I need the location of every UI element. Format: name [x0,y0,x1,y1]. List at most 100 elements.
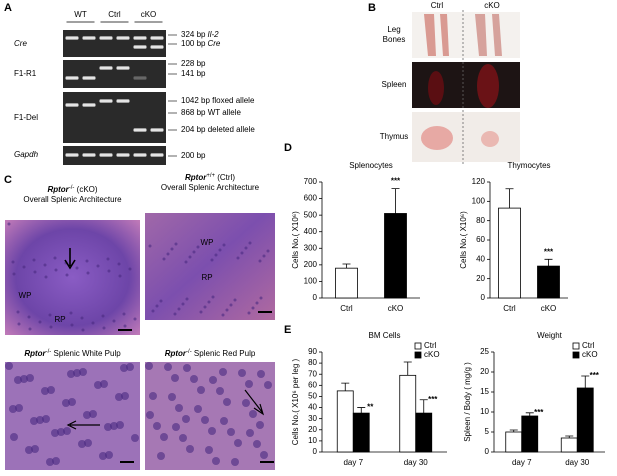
nucleus [194,405,202,413]
size-marker-label: 141 bp [181,69,206,78]
nucleus [121,392,129,400]
gel-band [133,128,147,132]
size: 228 bp [181,59,206,68]
nucleus [262,254,266,258]
spleen [477,64,499,108]
nucleus [255,301,259,305]
caption-note: (Ctrl) [215,173,235,182]
nucleus [173,312,177,316]
region-label: WP [201,238,214,247]
gel-band [82,103,96,107]
nucleus [20,375,28,383]
nucleus [159,299,163,303]
nucleus [214,253,218,257]
gel-band [65,36,79,40]
nucleus [105,451,113,459]
bar [521,415,539,453]
significance: *** [590,371,600,380]
nucleus [266,249,270,253]
nucleus [209,376,217,384]
nucleus [86,271,90,275]
y-tick-label: 0 [313,293,318,302]
size-marker-label: 868 bp WT allele [181,108,241,117]
nucleus [28,327,32,331]
y-tick-label: 60 [476,235,485,244]
nucleus [192,250,196,254]
nucleus [57,428,65,436]
gene: Rptor [185,173,207,182]
nucleus [73,369,81,377]
y-tick-label: 50 [308,392,317,401]
significance: *** [534,408,544,417]
row-label: Spleen [382,80,407,89]
nucleus [201,416,209,424]
error-bar [403,361,412,376]
micrograph [5,220,140,335]
nucleus [101,314,105,318]
nucleus [32,258,36,262]
error-bar [341,382,350,391]
chart-title: BM Cells [368,331,400,340]
nucleus [67,370,75,378]
nucleus [94,381,102,389]
nucleus [242,399,250,407]
error-bar [391,188,400,214]
nucleus [22,265,26,269]
bar [498,207,521,299]
image-caption: Overall Splenic Architecture [23,195,122,204]
caption-note: (cKO) [74,185,97,194]
nucleus [81,328,85,332]
bar [352,412,370,453]
nucleus [9,405,17,413]
nucleus [102,326,106,330]
bar [537,265,560,299]
error-bar [419,399,428,414]
nucleus [196,245,200,249]
nucleus [248,241,252,245]
gel-band [150,153,164,157]
nucleus [120,364,128,372]
column-label: cKO [484,1,500,10]
nucleus [256,421,264,429]
y-tick-label: 0 [313,447,318,456]
nucleus [85,259,89,263]
nucleus [112,319,116,323]
nucleus [65,273,69,277]
nucleus [7,222,11,226]
gene: Cre [207,39,220,48]
nucleus [179,434,187,442]
caption-note: Splenic Red Pulp [192,349,256,358]
panel-letter: E [284,324,291,336]
legend-label: Ctrl [424,341,437,350]
y-tick-label: 20 [480,367,489,376]
nucleus [208,427,216,435]
nucleus [133,317,137,321]
nucleus [26,374,34,382]
nucleus [53,256,57,260]
gel-row-label: Cre [14,39,27,48]
gel-band [133,36,147,40]
nucleus [78,440,86,448]
x-tick-label: day 7 [343,458,363,467]
nucleus [183,364,191,372]
nucleus [62,399,70,407]
genotype: -/- [186,349,192,355]
gel-band [82,36,96,40]
nucleus [234,439,242,447]
nucleus [91,321,95,325]
nucleus [153,422,161,430]
legend-label: cKO [424,350,440,359]
size-marker-label: 200 bp [181,151,206,160]
gene: Il-2 [207,30,219,39]
nucleus [10,433,18,441]
nucleus [14,376,22,384]
group-label: WT [74,10,87,19]
y-tick-label: 300 [304,243,318,252]
nucleus [151,309,155,313]
nucleus [31,445,39,453]
nucleus [36,416,44,424]
nucleus [122,312,126,316]
column-label: Ctrl [431,1,444,10]
y-tick-label: 100 [304,277,318,286]
nucleus [145,362,153,370]
